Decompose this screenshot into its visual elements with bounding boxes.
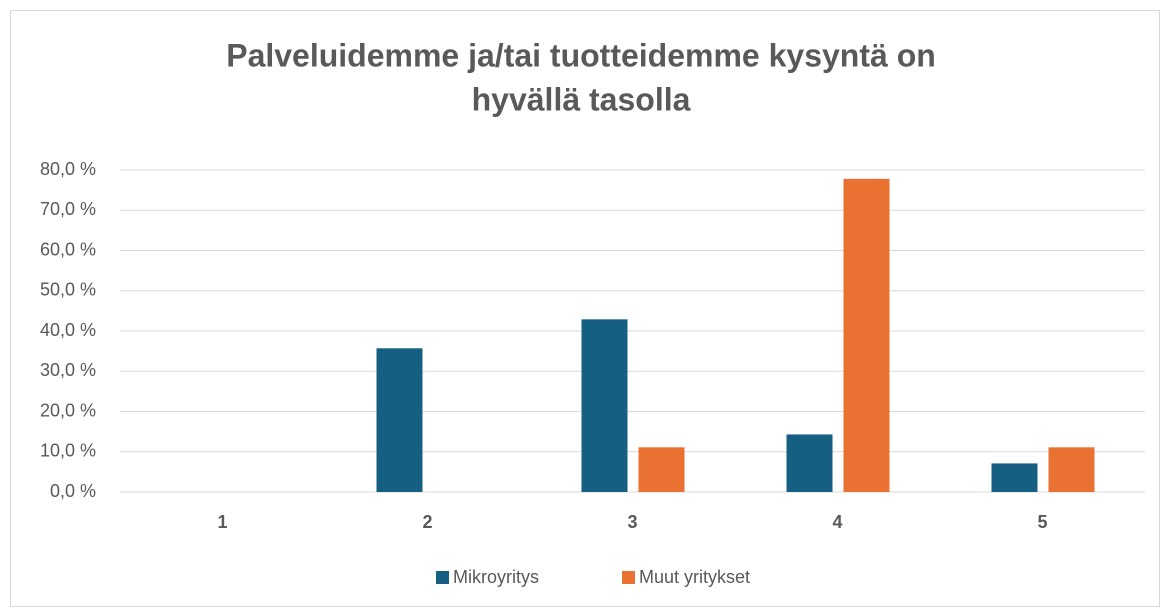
legend-label: Mikroyritys xyxy=(453,567,539,587)
bar xyxy=(638,447,685,492)
bar xyxy=(843,178,890,493)
x-tick-label: 2 xyxy=(422,512,432,532)
legend-swatch xyxy=(622,571,635,584)
x-tick-label: 1 xyxy=(217,512,227,532)
legend-label: Muut yritykset xyxy=(639,567,750,587)
bar xyxy=(786,434,833,492)
x-tick-label: 5 xyxy=(1037,512,1047,532)
y-tick-label: 60,0 % xyxy=(40,239,96,259)
y-tick-label: 70,0 % xyxy=(40,199,96,219)
x-tick-label: 4 xyxy=(832,512,842,532)
y-tick-label: 50,0 % xyxy=(40,280,96,300)
x-tick-label: 3 xyxy=(627,512,637,532)
y-tick-label: 0,0 % xyxy=(50,481,96,501)
chart-border xyxy=(10,10,1160,607)
chart-title: hyvällä tasolla xyxy=(472,81,691,117)
bar xyxy=(581,319,628,492)
bar xyxy=(991,463,1038,492)
bar xyxy=(1048,447,1095,492)
bar xyxy=(376,348,423,492)
y-tick-label: 30,0 % xyxy=(40,360,96,380)
y-tick-label: 40,0 % xyxy=(40,320,96,340)
y-tick-label: 10,0 % xyxy=(40,441,96,461)
legend-swatch xyxy=(436,571,449,584)
y-tick-label: 80,0 % xyxy=(40,159,96,179)
chart-title: Palveluidemme ja/tai tuotteidemme kysynt… xyxy=(226,37,936,73)
y-tick-label: 20,0 % xyxy=(40,400,96,420)
